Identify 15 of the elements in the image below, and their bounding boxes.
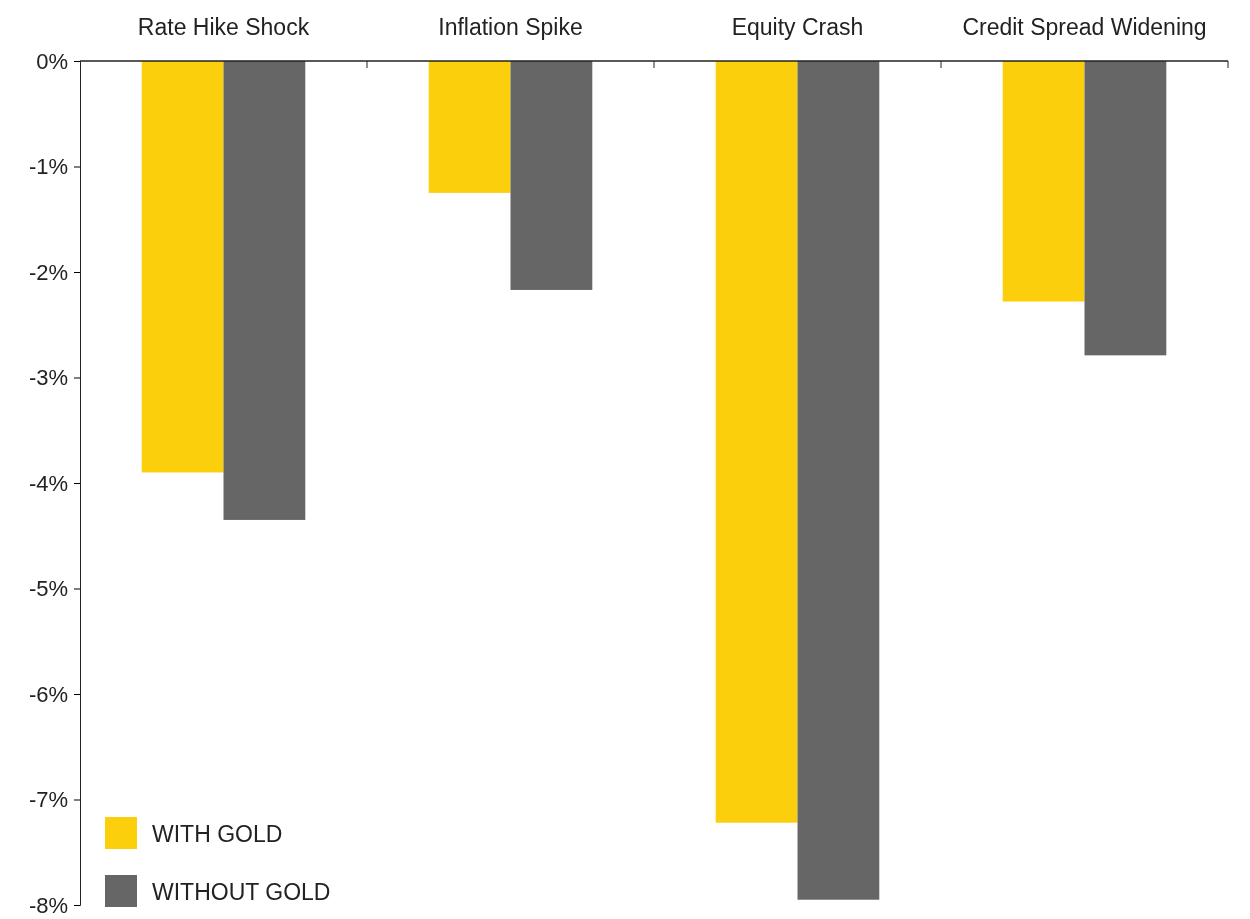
y-tick-label: -5% <box>28 576 68 602</box>
y-tick-label: -8% <box>28 892 68 918</box>
x-tick-label: Equity Crash <box>731 14 864 40</box>
x-tick-label: Inflation Spike <box>438 14 583 40</box>
legend-label: WITHOUT GOLD <box>152 879 331 905</box>
x-tick-label: Rate Hike Shock <box>137 14 310 40</box>
y-tick-label: -4% <box>28 470 68 496</box>
y-tick-label: -7% <box>28 787 68 813</box>
y-tick-label: -6% <box>28 681 68 707</box>
x-tick-label: Credit Spread Widening <box>962 14 1207 40</box>
y-tick-label: -2% <box>28 259 68 285</box>
y-tick-label: -1% <box>28 154 68 180</box>
y-tick-label: 0% <box>36 48 68 74</box>
legend-label: WITH GOLD <box>152 821 283 847</box>
y-tick-label: -3% <box>28 365 68 391</box>
